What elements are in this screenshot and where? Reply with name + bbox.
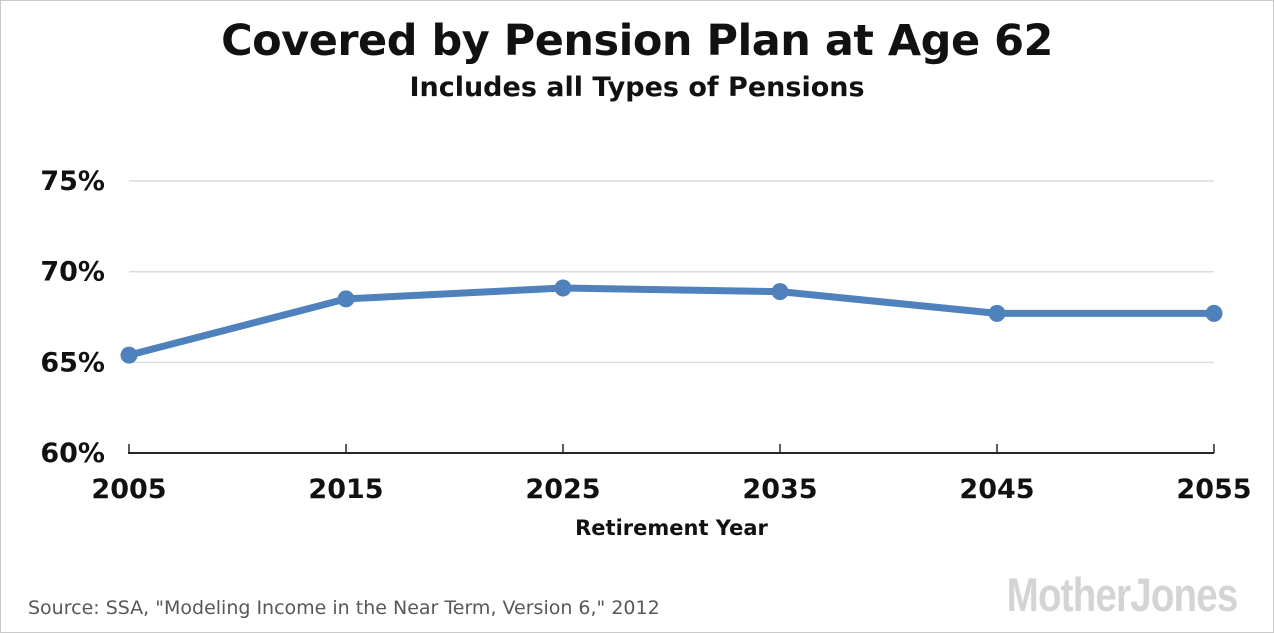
x-axis-tick-label: 2005 bbox=[91, 474, 166, 505]
x-axis-tick-label: 2035 bbox=[742, 474, 817, 505]
motherjones-logo: MotherJones bbox=[1006, 568, 1238, 621]
chart-subtitle: Includes all Types of Pensions bbox=[409, 72, 865, 103]
data-point bbox=[1205, 304, 1223, 322]
x-axis-tick-label: 2025 bbox=[525, 474, 600, 505]
x-axis-tick-label: 2015 bbox=[308, 474, 383, 505]
data-point bbox=[988, 304, 1006, 322]
y-axis-tick-label: 75% bbox=[40, 166, 105, 197]
data-line bbox=[125, 284, 1218, 359]
chart-title: Covered by Pension Plan at Age 62 bbox=[221, 16, 1053, 66]
data-point bbox=[771, 283, 789, 301]
data-point bbox=[337, 290, 355, 308]
y-axis-tick-label: 70% bbox=[40, 257, 105, 288]
source-credit: Source: SSA, "Modeling Income in the Nea… bbox=[28, 597, 660, 619]
x-axis-tick-label: 2045 bbox=[959, 474, 1034, 505]
y-axis-tick-label: 60% bbox=[40, 438, 105, 469]
x-axis-title: Retirement Year bbox=[575, 516, 768, 540]
y-axis-tick-label: 65% bbox=[40, 347, 105, 378]
data-point bbox=[554, 279, 572, 297]
x-axis-tick-label: 2055 bbox=[1176, 474, 1251, 505]
data-point bbox=[120, 346, 138, 364]
